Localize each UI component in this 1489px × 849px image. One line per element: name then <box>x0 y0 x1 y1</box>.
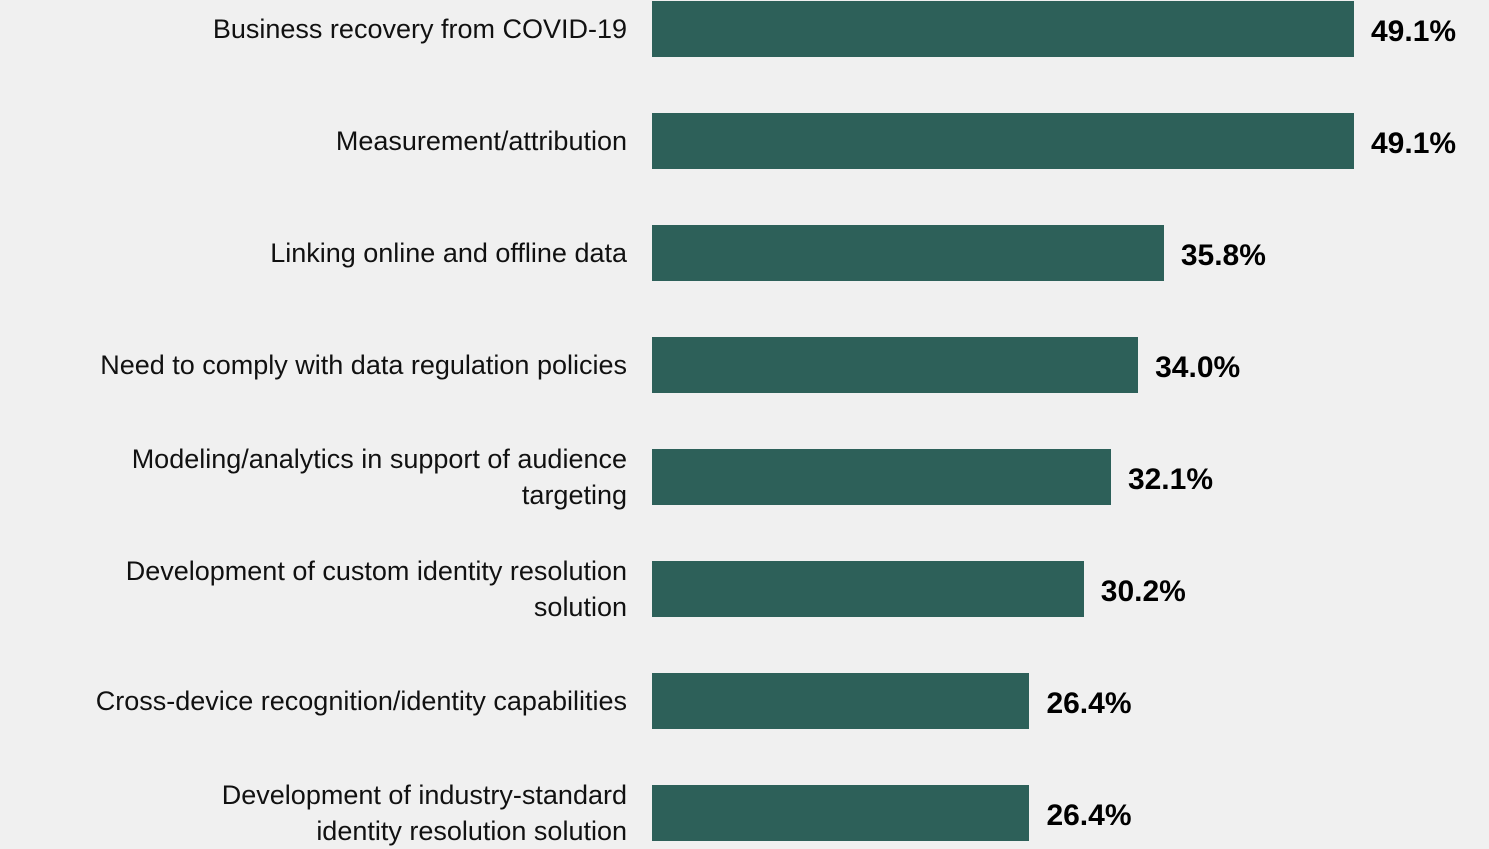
value-label: 30.2% <box>1100 575 1186 608</box>
bar <box>652 785 1030 841</box>
bar <box>652 225 1164 281</box>
category-label: Modeling/analytics in support of audienc… <box>131 444 627 510</box>
bar <box>652 561 1084 617</box>
bar <box>652 673 1030 729</box>
category-label: Development of industry-standard identit… <box>221 780 627 846</box>
category-label: Cross-device recognition/identity capabi… <box>95 686 627 716</box>
bar <box>652 449 1111 505</box>
value-label: 26.4% <box>1046 799 1132 832</box>
category-label: Development of custom identity resolutio… <box>125 556 627 622</box>
value-label: 49.1% <box>1371 15 1457 48</box>
value-label: 49.1% <box>1371 127 1457 160</box>
category-label: Business recovery from COVID-19 <box>212 14 627 44</box>
value-label: 26.4% <box>1046 687 1132 720</box>
bar <box>652 337 1139 393</box>
category-label: Linking online and offline data <box>270 238 627 268</box>
value-label: 34.0% <box>1155 351 1241 384</box>
value-label: 32.1% <box>1127 463 1214 496</box>
category-label: Measurement/attribution <box>335 126 627 156</box>
value-label: 35.8% <box>1180 239 1266 272</box>
bar <box>652 113 1354 169</box>
category-label: Need to comply with data regulation poli… <box>100 350 627 380</box>
bar <box>652 1 1354 57</box>
